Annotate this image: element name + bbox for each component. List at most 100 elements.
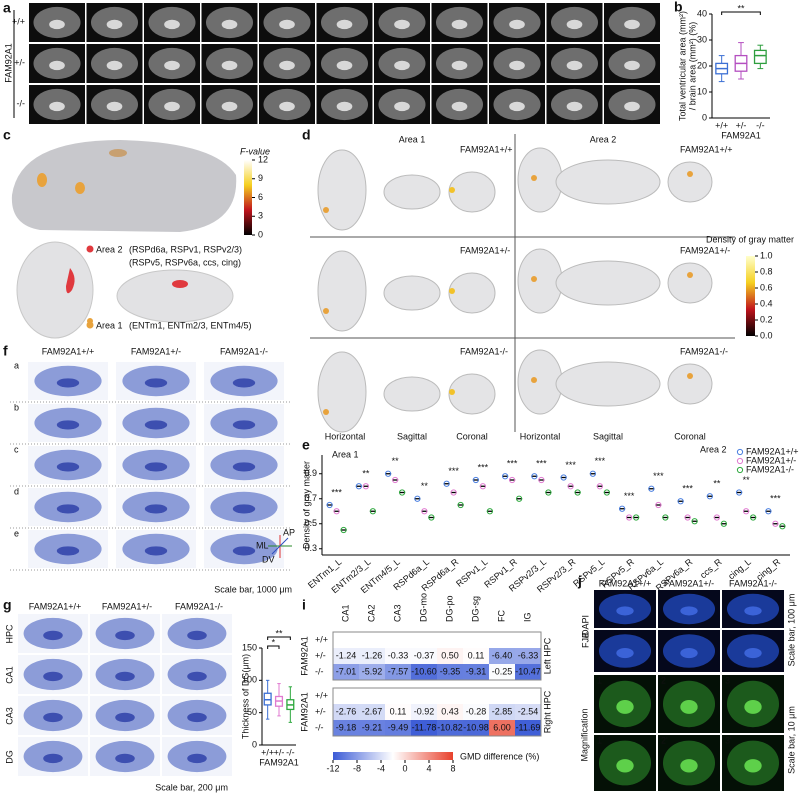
brain-sagittal bbox=[555, 159, 661, 205]
heatmap-cell bbox=[437, 720, 463, 736]
area-spot bbox=[323, 207, 329, 213]
x-tick-label: +/- bbox=[736, 120, 747, 130]
row-title: FAM92A1 bbox=[299, 692, 309, 732]
image-detail bbox=[164, 19, 180, 30]
dot bbox=[479, 483, 486, 490]
legend-marker bbox=[736, 457, 744, 465]
cell-label: -2.76 bbox=[336, 706, 357, 716]
dot bbox=[736, 489, 743, 496]
image-detail bbox=[115, 671, 135, 682]
image-detail bbox=[279, 19, 295, 30]
heatmap-cell bbox=[515, 664, 541, 680]
column-header: FAM92A1+/+ bbox=[599, 578, 652, 588]
heatmap-cell bbox=[489, 704, 515, 720]
y-tick-label: 40 bbox=[697, 8, 707, 18]
block-border bbox=[332, 631, 542, 681]
image-detail bbox=[744, 648, 762, 659]
area-dot bbox=[86, 245, 94, 253]
image-detail bbox=[509, 101, 525, 112]
block-name: Left HPC bbox=[542, 637, 552, 674]
row-label: FAM92A1+/- bbox=[460, 245, 510, 255]
heatmap-cell bbox=[437, 704, 463, 720]
image-detail bbox=[744, 699, 762, 714]
brain-3d bbox=[11, 140, 237, 232]
dot bbox=[574, 489, 581, 496]
y-tick-label: 0.5 bbox=[304, 518, 317, 528]
heatmap-cell bbox=[437, 664, 463, 680]
row-label: +/+ bbox=[315, 634, 328, 644]
image-detail bbox=[49, 19, 65, 30]
dot bbox=[369, 508, 376, 515]
row-title: FAM92A1 bbox=[299, 636, 309, 676]
heatmap-cell bbox=[333, 648, 359, 664]
colorbar bbox=[333, 752, 453, 760]
row-label: +/- bbox=[315, 706, 326, 716]
heatmap-cell bbox=[411, 648, 437, 664]
column-header: FAM92A1+/+ bbox=[42, 346, 95, 356]
area-spot bbox=[37, 173, 47, 187]
image-detail bbox=[232, 378, 256, 388]
dot bbox=[392, 476, 399, 484]
colorbar-tick-label: 9 bbox=[258, 173, 263, 183]
column-header: FAM92A1-/- bbox=[729, 578, 777, 588]
row-label: CA3 bbox=[4, 707, 14, 725]
image-detail bbox=[616, 648, 634, 659]
column-header: FAM92A1-/- bbox=[175, 601, 223, 611]
tile-label: 3' bbox=[725, 735, 732, 745]
heatmap-cell bbox=[333, 704, 359, 720]
y-tick-label: 10 bbox=[697, 86, 707, 96]
significance: ** bbox=[421, 481, 429, 491]
colorbar-tick-label: 0 bbox=[402, 763, 407, 773]
dot bbox=[414, 495, 421, 502]
area-spot bbox=[449, 288, 455, 294]
dot bbox=[531, 473, 538, 480]
significance: *** bbox=[507, 459, 518, 469]
row-label: +/- bbox=[315, 650, 326, 660]
x-tick-label: -/- bbox=[286, 747, 295, 757]
stain-label: /DAPI bbox=[580, 615, 590, 639]
cell-label: -2.54 bbox=[518, 706, 539, 716]
panel-label: f bbox=[3, 343, 8, 359]
heatmap-cell bbox=[411, 704, 437, 720]
area-spot bbox=[531, 276, 537, 282]
dot bbox=[765, 508, 772, 515]
brain-horizontal bbox=[517, 349, 563, 415]
image-detail bbox=[56, 504, 80, 514]
significance: *** bbox=[595, 456, 606, 466]
area-title: Area 2 bbox=[700, 444, 727, 454]
dot bbox=[596, 483, 603, 490]
block-border bbox=[332, 687, 542, 737]
image-detail bbox=[616, 759, 634, 773]
row-label: HPC bbox=[4, 624, 14, 644]
image-detail bbox=[115, 753, 135, 764]
legend-marker bbox=[736, 466, 744, 474]
dot bbox=[326, 501, 333, 509]
y-axis-label: / brain area (mm²) (%) bbox=[687, 22, 697, 111]
significance-bracket bbox=[267, 645, 280, 649]
heatmap-cell bbox=[359, 720, 385, 736]
brain-coronal bbox=[448, 171, 496, 213]
y-tick-label: 0.7 bbox=[304, 493, 317, 503]
significance: ** bbox=[737, 3, 745, 13]
image-detail bbox=[221, 101, 238, 112]
cell-label: -0.37 bbox=[414, 650, 435, 660]
cell-label: -9.21 bbox=[362, 722, 383, 732]
heatmap-cell bbox=[359, 648, 385, 664]
dot bbox=[677, 498, 684, 505]
image-detail bbox=[336, 60, 353, 71]
heatmap-cell bbox=[333, 664, 359, 680]
colorbar-tick-label: 4 bbox=[426, 763, 431, 773]
cell-label: -2.67 bbox=[362, 706, 383, 716]
tile-label: 1 bbox=[597, 675, 602, 685]
colorbar bbox=[746, 256, 755, 336]
tile-label: 2 bbox=[661, 675, 666, 685]
column-header: FC bbox=[496, 610, 506, 622]
column-header: FAM92A1+/- bbox=[131, 346, 181, 356]
row-label: FAM92A1-/- bbox=[460, 346, 508, 356]
cell-label: 0.11 bbox=[390, 706, 407, 716]
y-tick-label: 30 bbox=[697, 34, 707, 44]
heatmap-cell bbox=[385, 720, 411, 736]
significance: ** bbox=[275, 628, 283, 638]
y-tick-label: 0 bbox=[702, 112, 707, 122]
image-detail bbox=[616, 606, 634, 616]
